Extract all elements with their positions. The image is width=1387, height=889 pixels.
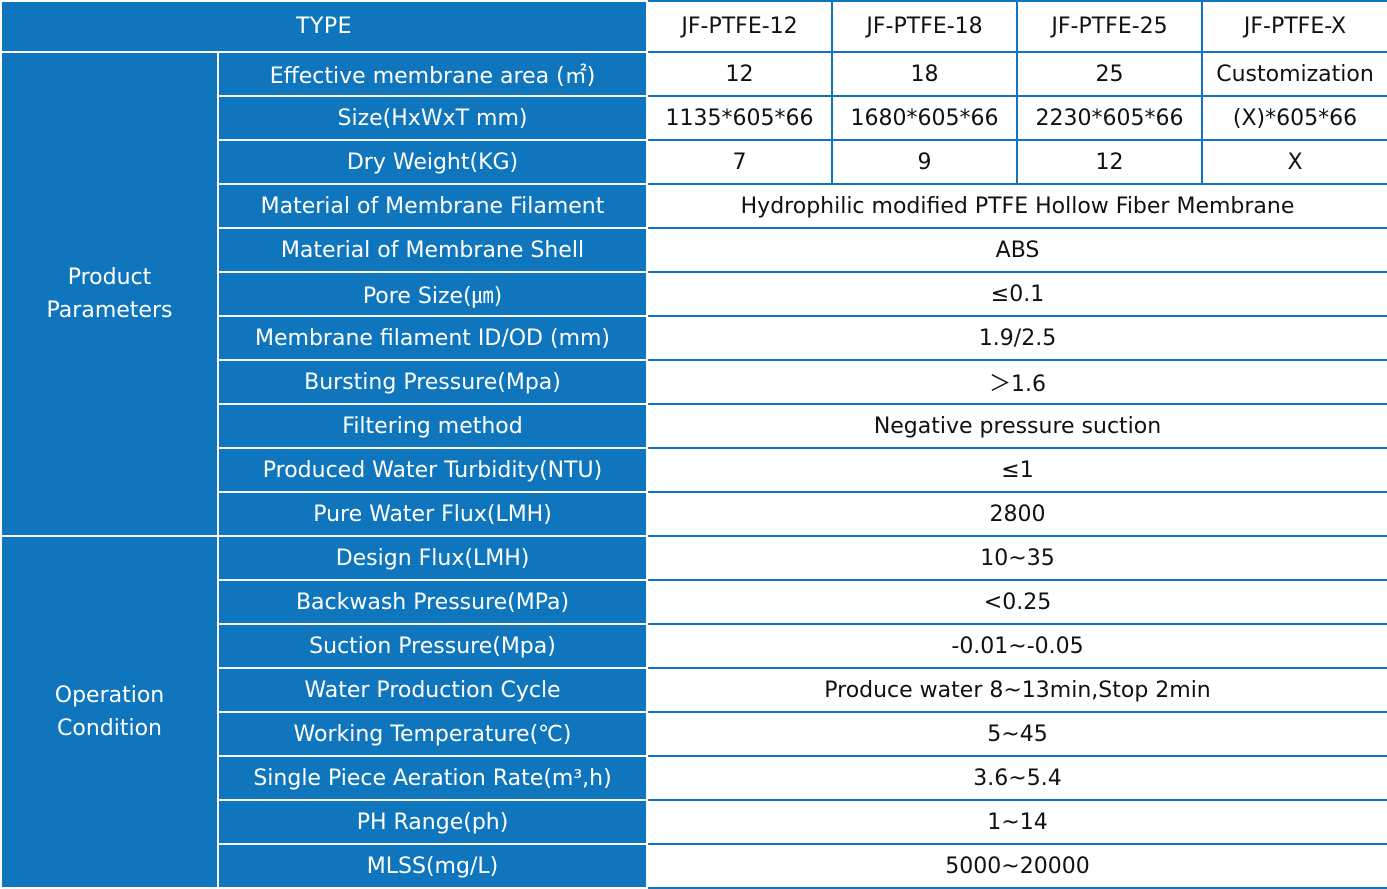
table-row: MLSS(mg/L) 5000~20000 (1, 843, 1387, 889)
parameter-value: ≤1 (646, 447, 1387, 493)
table-row: Pure Water Flux(LMH) 2800 (1, 491, 1387, 537)
table-row: Pore Size(㎛) ≤0.1 (1, 271, 1387, 317)
parameter-value: ＞1.6 (646, 359, 1387, 405)
table-row: Material of Membrane Shell ABS (1, 227, 1387, 273)
table-row: Bursting Pressure(Mpa) ＞1.6 (1, 359, 1387, 405)
model-header: JF-PTFE-X (1201, 0, 1387, 53)
parameter-label: PH Range(ph) (216, 799, 649, 845)
parameter-value: 1680*605*66 (831, 95, 1019, 141)
parameter-value: ABS (646, 227, 1387, 273)
parameter-label: Material of Membrane Shell (216, 227, 649, 273)
type-header: TYPE (0, 0, 649, 53)
parameter-value: 5~45 (646, 711, 1387, 757)
table-row: Water Production Cycle Produce water 8~13… (1, 667, 1387, 713)
parameter-value: <0.25 (646, 579, 1387, 625)
parameter-label: Water Production Cycle (216, 667, 649, 713)
parameter-label: Pure Water Flux(LMH) (216, 491, 649, 537)
parameter-label: Size(HxWxT mm) (216, 95, 649, 141)
parameter-value: Negative pressure suction (646, 403, 1387, 449)
parameter-value: 18 (831, 51, 1019, 97)
table-row: Product Parameters Effective membrane area… (0, 51, 1387, 537)
parameter-value: (X)*605*66 (1201, 95, 1387, 141)
model-header: JF-PTFE-12 (646, 0, 834, 53)
table-row: Single Piece Aeration Rate(m³,h) 3.6~5.4 (1, 755, 1387, 801)
parameter-value: 1~14 (646, 799, 1387, 845)
parameter-value: 1135*605*66 (646, 95, 834, 141)
parameter-value: ≤0.1 (646, 271, 1387, 317)
parameter-label: Single Piece Aeration Rate(m³,h) (216, 755, 649, 801)
parameter-label: Effective membrane area (㎡) (216, 51, 649, 97)
operation-group-line: Operation (54, 683, 165, 708)
parameter-value: 12 (1016, 139, 1204, 185)
model-header: JF-PTFE-25 (1016, 0, 1204, 53)
table-row: Operation Condition Design Flux(LMH) 10~35 (0, 535, 1387, 889)
table-row: Membrane filament ID/OD (mm) 1.9/2.5 (1, 315, 1387, 361)
parameter-value: Customization (1201, 51, 1387, 97)
parameter-value: 5000~20000 (646, 843, 1387, 889)
parameter-value: 9 (831, 139, 1019, 185)
parameter-value: X (1201, 139, 1387, 185)
parameter-label: Backwash Pressure(MPa) (216, 579, 649, 625)
parameter-value: Produce water 8~13min,Stop 2min (646, 667, 1387, 713)
parameter-value: 2800 (646, 491, 1387, 537)
table-row: Produced Water Turbidity(NTU) ≤1 (1, 447, 1387, 493)
parameter-label: Dry Weight(KG) (216, 139, 649, 185)
table-row: Material of Membrane Filament Hydrophilic… (1, 183, 1387, 229)
parameter-value: 7 (646, 139, 834, 185)
parameter-label: MLSS(mg/L) (216, 843, 649, 889)
parameter-value: 12 (646, 51, 834, 97)
table-row: Dry Weight(KG) 7 9 12 X (1, 139, 1387, 185)
parameter-label: Suction Pressure(Mpa) (216, 623, 649, 669)
model-header: JF-PTFE-18 (831, 0, 1019, 53)
parameter-label: Material of Membrane Filament (216, 183, 649, 229)
parameter-label: Bursting Pressure(Mpa) (216, 359, 649, 405)
operation-group-label: Operation Condition (0, 535, 219, 889)
parameter-value: 1.9/2.5 (646, 315, 1387, 361)
header-row: TYPE JF-PTFE-12 JF-PTFE-18 JF-PTFE-25 JF… (0, 0, 1387, 53)
table-row: Suction Pressure(Mpa) -0.01~-0.05 (1, 623, 1387, 669)
parameter-value: 2230*605*66 (1016, 95, 1204, 141)
parameter-label: Filtering method (216, 403, 649, 449)
parameter-label: Working Temperature(℃) (216, 711, 649, 757)
parameter-label: Pore Size(㎛) (216, 271, 649, 317)
parameter-value: 3.6~5.4 (646, 755, 1387, 801)
parameter-value: Hydrophilic modified PTFE Hollow Fiber M… (646, 183, 1387, 229)
operation-group-line: Condition (57, 716, 162, 741)
product-group-line: Product (67, 265, 152, 290)
table-row: Size(HxWxT mm) 1135*605*66 1680*605*66 2230… (1, 95, 1387, 141)
table-row: Working Temperature(℃) 5~45 (1, 711, 1387, 757)
table-row: PH Range(ph) 1~14 (1, 799, 1387, 845)
table-row: Backwash Pressure(MPa) <0.25 (1, 579, 1387, 625)
parameter-label: Design Flux(LMH) (216, 535, 649, 581)
parameter-label: Membrane filament ID/OD (mm) (216, 315, 649, 361)
product-group-label: Product Parameters (0, 51, 219, 537)
parameter-label: Produced Water Turbidity(NTU) (216, 447, 649, 493)
parameter-value: 25 (1016, 51, 1204, 97)
product-group-line: Parameters (46, 298, 173, 323)
parameter-value: 10~35 (646, 535, 1387, 581)
table-row: Filtering method Negative pressure suctio… (1, 403, 1387, 449)
parameter-value: -0.01~-0.05 (646, 623, 1387, 669)
